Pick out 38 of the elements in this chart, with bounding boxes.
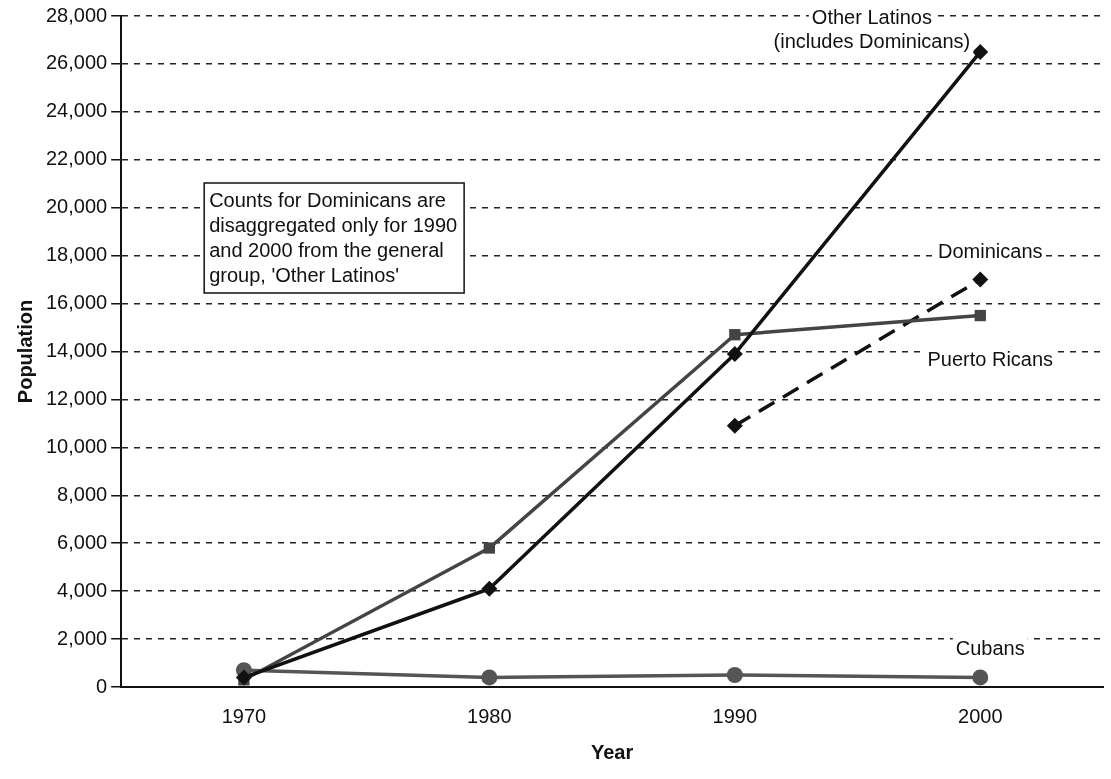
point bbox=[972, 271, 989, 288]
y-tick-label: 16,000 bbox=[46, 291, 108, 314]
point bbox=[235, 669, 252, 686]
y-tick-label: 22,000 bbox=[46, 147, 108, 170]
x-axis-title: Year bbox=[590, 740, 634, 763]
x-tick-label: 2000 bbox=[958, 704, 1003, 727]
y-tick-label: 4,000 bbox=[57, 578, 108, 601]
point bbox=[726, 417, 743, 434]
y-tick-label: 18,000 bbox=[46, 243, 108, 266]
y-tick-label: 26,000 bbox=[46, 51, 108, 74]
point bbox=[974, 309, 986, 322]
x-tick-label: 1970 bbox=[221, 704, 267, 727]
point bbox=[481, 580, 498, 597]
point bbox=[972, 669, 989, 686]
point bbox=[726, 667, 743, 684]
x-tick-label: 1990 bbox=[712, 704, 758, 727]
annotation: Counts for Dominicans are disaggregated only for 1990 and 2000 from the general group, 'Other Latinos' bbox=[209, 189, 458, 286]
point bbox=[729, 329, 741, 341]
y-tick-label: 8,000 bbox=[57, 482, 108, 505]
y-tick-label: 20,000 bbox=[46, 195, 108, 218]
y-tick-label: 6,000 bbox=[57, 530, 108, 553]
point bbox=[972, 43, 989, 60]
series-label: Dominicans bbox=[938, 239, 1043, 262]
series-label: Other Latinos (includes Dominicans) bbox=[773, 5, 971, 52]
y-tick-label: 24,000 bbox=[46, 99, 108, 122]
point bbox=[726, 345, 743, 362]
series-label: Puerto Ricans bbox=[927, 347, 1054, 370]
y-axis-title: Population bbox=[13, 299, 36, 404]
y-tick-label: 14,000 bbox=[46, 339, 108, 362]
series-label: Cubans bbox=[955, 637, 1025, 660]
y-tick-label: 28,000 bbox=[46, 3, 108, 26]
y-tick-label: 2,000 bbox=[57, 626, 108, 649]
point bbox=[483, 542, 496, 554]
y-tick-label: 0 bbox=[96, 674, 108, 697]
y-tick-label: 10,000 bbox=[46, 434, 108, 457]
x-tick-label: 1980 bbox=[467, 704, 512, 727]
point bbox=[481, 669, 498, 686]
y-tick-label: 12,000 bbox=[46, 386, 108, 409]
